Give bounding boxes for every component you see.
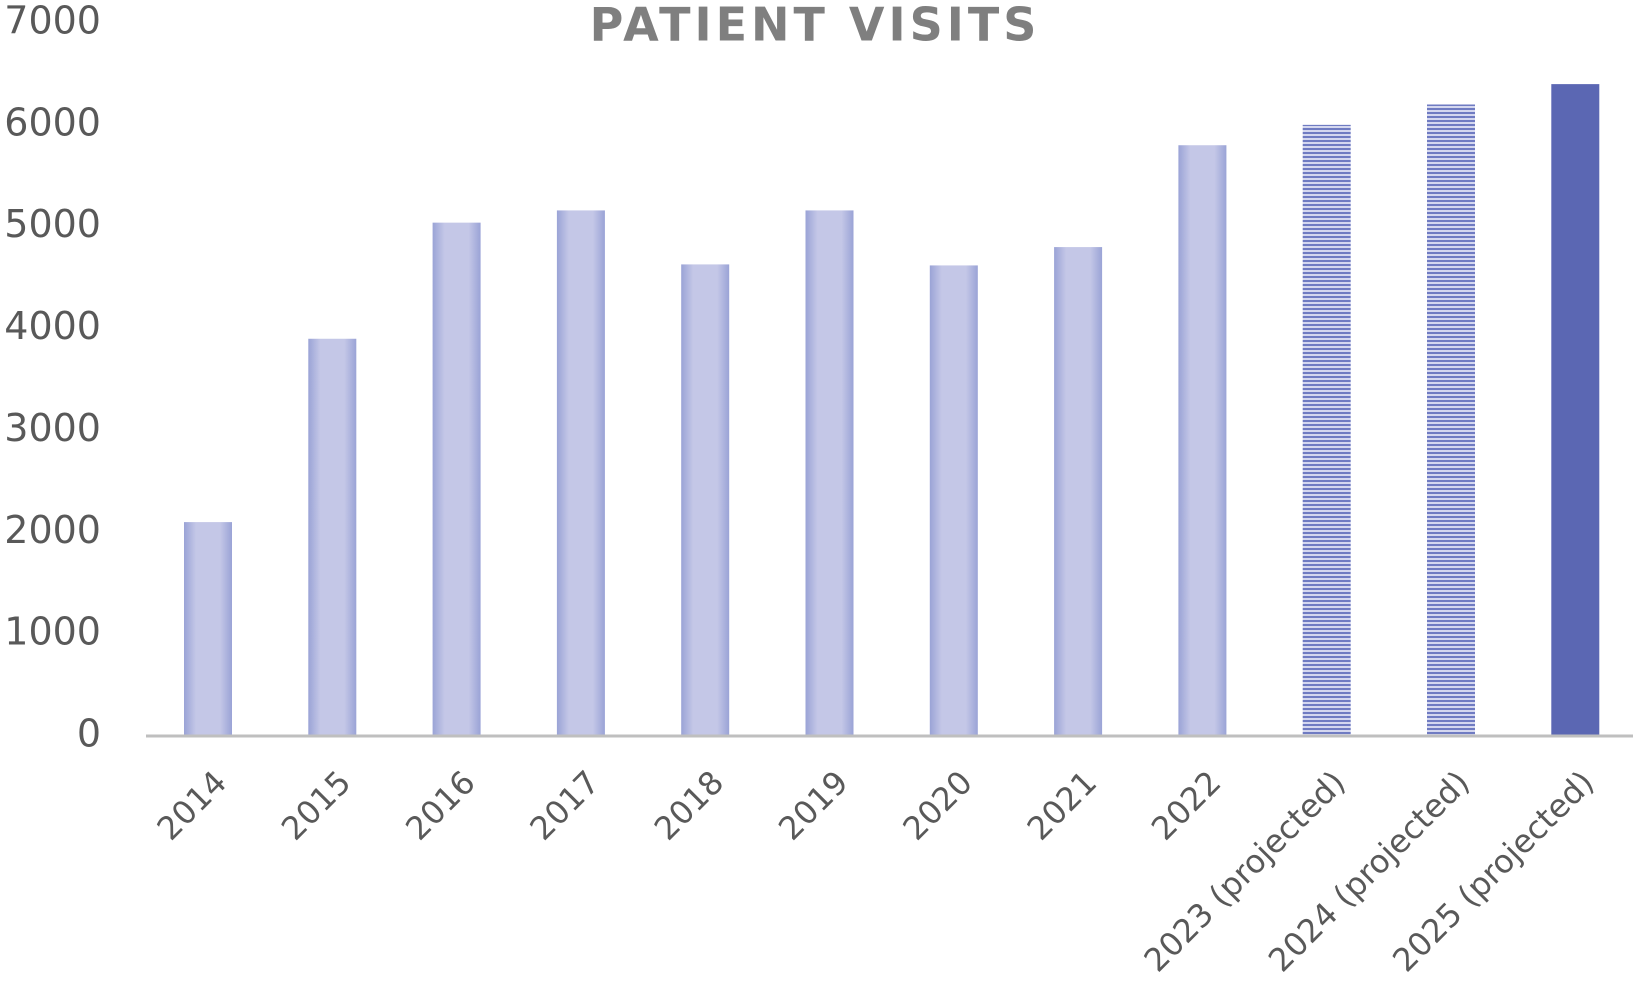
y-tick-label: 7000 bbox=[4, 0, 101, 43]
x-tick-label: 2017 bbox=[522, 763, 606, 847]
bar bbox=[805, 210, 854, 737]
x-tick-label: 2014 bbox=[150, 763, 234, 847]
y-tick-label: 3000 bbox=[4, 406, 101, 450]
bar bbox=[308, 338, 357, 736]
bar bbox=[184, 522, 232, 736]
bar bbox=[1551, 84, 1600, 737]
x-tick-label: 2019 bbox=[771, 763, 855, 847]
bar bbox=[1054, 247, 1103, 737]
chart-title: PATIENT VISITS bbox=[590, 0, 1041, 52]
x-tick-label: 2021 bbox=[1020, 763, 1104, 847]
x-tick-label: 2022 bbox=[1144, 763, 1228, 847]
y-tick-label: 1000 bbox=[4, 610, 101, 654]
bar bbox=[556, 210, 605, 737]
y-tick-label: 5000 bbox=[4, 202, 101, 246]
x-tick-label: 2018 bbox=[647, 763, 731, 847]
x-tick-label: 2016 bbox=[398, 763, 482, 847]
bar bbox=[1178, 145, 1227, 736]
bar bbox=[1302, 124, 1351, 737]
y-tick-label: 2000 bbox=[4, 508, 101, 552]
bar bbox=[432, 222, 481, 736]
y-tick-label: 0 bbox=[77, 712, 101, 756]
y-tick-label: 4000 bbox=[4, 304, 101, 348]
bar bbox=[1427, 104, 1475, 736]
y-tick-label: 6000 bbox=[4, 100, 101, 144]
x-tick-label: 2020 bbox=[895, 763, 979, 847]
bar bbox=[681, 264, 730, 736]
bar bbox=[929, 265, 978, 736]
x-tick-label: 2015 bbox=[274, 763, 358, 847]
